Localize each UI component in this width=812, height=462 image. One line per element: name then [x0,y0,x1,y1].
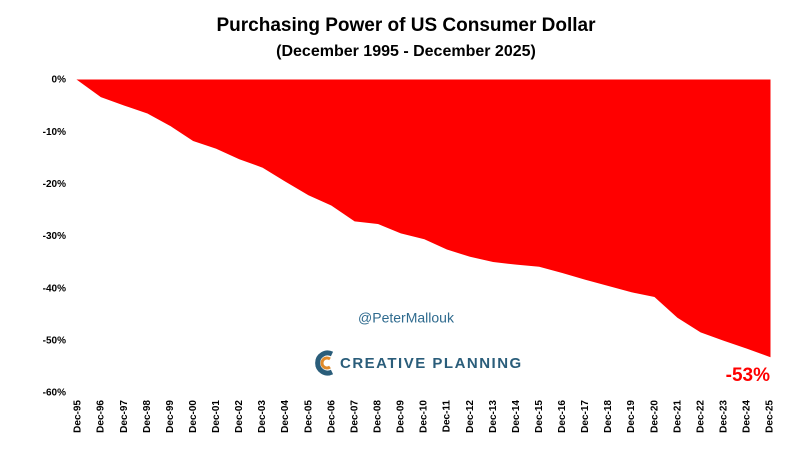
x-tick-label: Dec-95 [73,400,84,433]
x-tick-label: Dec-08 [373,400,384,433]
x-tick-label: Dec-17 [580,400,591,433]
x-tick-label: Dec-97 [119,400,130,433]
logo-icon [315,350,334,376]
x-tick-label: Dec-10 [419,400,430,433]
y-tick-label: -10% [43,127,66,138]
x-tick-label: Dec-09 [396,400,407,433]
logo-icon-inner [320,356,331,370]
chart-subtitle: (December 1995 - December 2025) [276,43,536,60]
brand-logo: CREATIVE PLANNING [315,350,523,376]
y-tick-label: 0% [52,75,67,86]
x-tick-label: Dec-05 [303,400,314,433]
x-tick-label: Dec-20 [649,400,660,433]
chart-title: Purchasing Power of US Consumer Dollar [216,15,596,36]
x-tick-label: Dec-96 [96,400,107,433]
y-tick-label: -50% [43,335,66,346]
x-tick-label: Dec-99 [165,400,176,433]
x-tick-label: Dec-23 [719,400,730,433]
x-tick-label: Dec-14 [511,400,522,433]
annotation: -53% [726,365,770,386]
x-tick-label: Dec-18 [603,400,614,433]
y-tick-label: -30% [43,231,66,242]
x-tick-label: Dec-19 [626,400,637,433]
area [76,79,771,358]
x-tick-label: Dec-07 [349,400,360,433]
x-tick-label: Dec-98 [142,400,153,433]
x-tick-label: Dec-02 [234,400,245,433]
x-tick-label: Dec-24 [742,400,753,433]
x-tick-label: Dec-25 [765,400,776,433]
brand-name: CREATIVE PLANNING [340,355,523,372]
y-tick-label: -20% [43,179,66,190]
x-tick-label: Dec-21 [672,400,683,433]
x-tick-label: Dec-03 [257,400,268,433]
x-tick-label: Dec-16 [557,400,568,433]
plot-area: -60% -50% -40% -30% -20% -10% 0% Dec-95 Dec-96 De… [43,75,776,433]
x-tick-label: Dec-00 [188,400,199,433]
x-tick-label: Dec-11 [442,400,453,433]
watermark: @PeterMallouk [358,310,455,326]
x-tick-label: Dec-22 [695,400,706,433]
x-tick-label: Dec-06 [326,400,337,433]
x-tick-label: Dec-12 [465,400,476,433]
x-tick-label: Dec-01 [211,400,222,433]
x-tick-label: Dec-04 [280,400,291,433]
x-tick-label: Dec-15 [534,400,545,433]
y-tick-label: -40% [43,283,66,294]
y-tick-label: -60% [43,388,66,399]
x-tick-label: Dec-13 [488,400,499,433]
